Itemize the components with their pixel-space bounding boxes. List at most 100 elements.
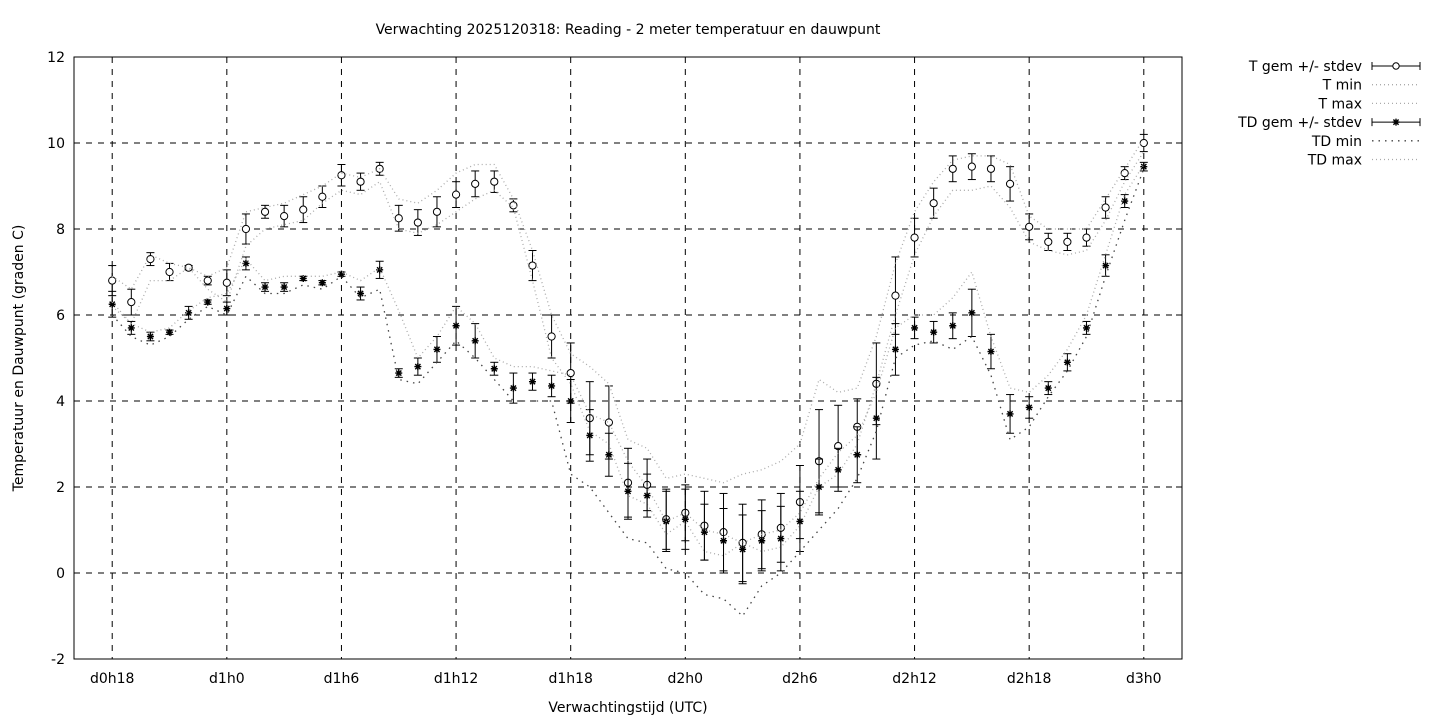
data-point [1101, 203, 1110, 212]
data-point [891, 291, 900, 300]
data-point [395, 369, 403, 377]
data-point [280, 283, 288, 291]
y-tick-label: 12 [47, 50, 65, 66]
data-point [528, 261, 537, 270]
data-point [834, 466, 842, 474]
x-tick-label: d2h18 [1007, 671, 1051, 687]
data-point [432, 207, 442, 216]
legend-label: TD min [1311, 134, 1362, 150]
data-point [891, 345, 899, 353]
y-tick-label: 8 [56, 222, 65, 238]
axis-ticks: -2 0 2 4 6 8 10 12 d0h18 d1h0 d1h6 d1h12 d1h18 d2h0 d2… [47, 50, 1182, 687]
x-tick-label: d1h6 [324, 671, 360, 687]
data-point [720, 537, 728, 545]
data-point [624, 487, 632, 495]
data-point [280, 212, 289, 221]
data-point [1140, 163, 1148, 171]
y-tick-label: 0 [56, 566, 65, 582]
data-point [471, 337, 479, 345]
data-point [528, 378, 536, 386]
data-point [586, 431, 594, 439]
data-point [127, 298, 136, 307]
data-point [948, 164, 957, 173]
data-point [509, 384, 517, 392]
data-point [1025, 222, 1034, 231]
data-point [949, 322, 957, 330]
data-point [987, 348, 995, 356]
x-tick-label: d2h12 [892, 671, 936, 687]
x-tick-label: d0h18 [90, 671, 134, 687]
series-line [111, 168, 1145, 617]
x-axis-label: Verwachtingstijd (UTC) [548, 700, 707, 716]
data-point [1082, 324, 1090, 332]
data-point [433, 345, 441, 353]
data-point [1044, 237, 1053, 246]
data-point [547, 332, 556, 341]
data-point [566, 368, 575, 378]
data-point [185, 309, 193, 317]
data-point [165, 267, 174, 277]
data-point [986, 164, 996, 173]
data-point [604, 418, 613, 427]
data-point [127, 324, 135, 332]
data-point [146, 333, 154, 340]
data-point [1082, 233, 1091, 242]
data-point [299, 205, 308, 214]
data-point [1139, 138, 1148, 148]
x-tick-label: d1h12 [434, 671, 478, 687]
x-tick-label: d2h0 [668, 671, 704, 687]
chart-title: Verwachting 2025120318: Reading - 2 mete… [376, 22, 881, 38]
y-tick-label: 4 [56, 394, 65, 410]
data-point [356, 177, 365, 186]
data-point [1121, 197, 1129, 205]
data-point [1025, 403, 1033, 411]
data-point [394, 214, 403, 223]
series-td-gem-stdev [108, 161, 1148, 585]
data-point [223, 305, 231, 313]
data-point [318, 279, 326, 287]
data-point [203, 276, 212, 285]
data-point [1063, 237, 1072, 246]
y-tick-label: 6 [56, 308, 65, 324]
data-point [413, 218, 422, 227]
data-point [166, 328, 174, 336]
data-point [930, 328, 938, 336]
data-point [853, 451, 861, 459]
data-point [548, 382, 556, 390]
data-point [318, 192, 327, 201]
y-tick-label: 10 [47, 136, 65, 152]
data-point [414, 363, 422, 371]
grid [74, 57, 1182, 659]
y-tick-label: -2 [51, 652, 65, 668]
data-point [204, 298, 212, 306]
data-point [929, 199, 938, 208]
series-line [111, 138, 1145, 484]
data-point [796, 517, 804, 525]
x-tick-label: d1h0 [209, 671, 245, 687]
data-point [1102, 262, 1110, 270]
data-point [910, 233, 919, 242]
plot-frame [73, 56, 1183, 660]
legend-label: T max [1317, 96, 1362, 112]
data-point [108, 276, 117, 285]
legend-label: T min [1322, 78, 1362, 94]
data-point [739, 545, 747, 553]
x-tick-label: d2h6 [782, 671, 818, 687]
data-point [1005, 179, 1015, 188]
data-point [108, 300, 116, 308]
data-point [872, 414, 880, 422]
data-point [260, 207, 270, 216]
data-point [1120, 169, 1129, 178]
data-point [758, 537, 766, 545]
data-point [241, 224, 251, 234]
data-point [911, 324, 919, 332]
data-point [815, 483, 823, 491]
series-td-min [111, 168, 1145, 617]
data-point [376, 266, 384, 274]
data-point [451, 190, 461, 199]
data-point [777, 535, 785, 543]
data-point [681, 515, 689, 523]
data-point [222, 278, 231, 287]
data-point [1006, 410, 1014, 418]
